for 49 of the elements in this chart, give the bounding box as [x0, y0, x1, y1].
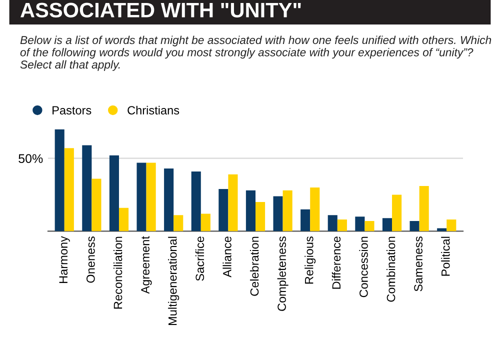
bar [355, 216, 365, 232]
bar [392, 194, 402, 232]
x-tick-label: Sacrifice [195, 236, 204, 281]
bar [300, 209, 310, 232]
bar [446, 220, 456, 232]
x-tick-label: Oneness [86, 236, 95, 283]
x-tick-label: Celebration [250, 236, 259, 296]
x-tick-label: Reconciliation [113, 236, 122, 309]
bar [92, 178, 102, 232]
y-tick-label: 50% [18, 154, 43, 163]
bar [419, 186, 429, 232]
bar [54, 129, 64, 232]
bar [174, 215, 184, 232]
x-tick-label: Multigenerational [168, 236, 180, 325]
bar [364, 221, 374, 232]
chart-title: ASSOCIATED WITH "UNITY" [20, 2, 301, 18]
bar [164, 168, 174, 232]
bar [328, 215, 338, 232]
bar [109, 155, 119, 232]
bar [228, 174, 238, 232]
bar [310, 187, 320, 232]
bar [246, 190, 256, 232]
bar [382, 218, 392, 232]
bar [146, 162, 156, 232]
x-tick-label: Harmony [59, 236, 70, 283]
x-tick-label: Sameness [414, 236, 422, 292]
x-tick-label: Alliance [222, 236, 232, 278]
bar [191, 171, 201, 232]
bar [282, 190, 292, 232]
legend-label: Pastors [52, 106, 92, 114]
bar [64, 148, 74, 232]
bar [273, 196, 283, 232]
x-tick-label: Religious [304, 236, 316, 284]
bar [200, 214, 210, 232]
x-tick-label: Political [441, 236, 450, 276]
legend-label: Christians [128, 106, 180, 114]
bar [218, 188, 228, 232]
bar [337, 220, 347, 232]
x-tick-label: Difference [332, 236, 341, 289]
x-tick-label: Concession [359, 236, 368, 298]
bar [82, 145, 92, 232]
bar [256, 202, 266, 232]
bar [410, 221, 420, 232]
x-tick-label: Combination [386, 236, 396, 302]
x-tick-label: Agreement [141, 236, 152, 294]
bar [136, 162, 146, 232]
x-tick-label: Completeness [277, 236, 288, 311]
bar [118, 208, 129, 232]
chart-subtitle: Below is a list of words that might be associated with how one feels unified with others. Which of the following words would you most strongly associate with your experiences of “unity”? Select all that apply. [20, 36, 492, 71]
